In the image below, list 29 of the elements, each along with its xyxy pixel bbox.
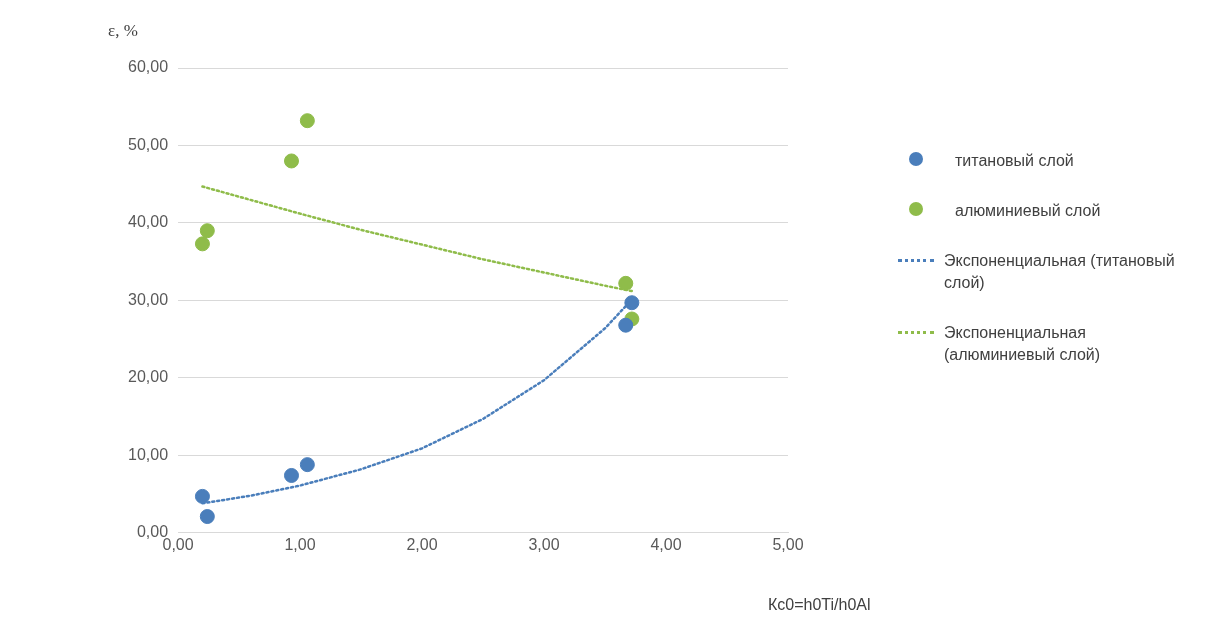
- x-tick-label: 4,00: [650, 535, 682, 553]
- y-tick-label: 60,00: [127, 58, 169, 76]
- point: [618, 275, 634, 291]
- legend-label: Экспоненциальная (алюминиевый слой): [944, 323, 1102, 365]
- legend-label: алюминиевый слой: [955, 201, 1101, 221]
- point: [624, 295, 640, 311]
- x-tick-label: 2,00: [406, 535, 438, 553]
- y-axis-title: ε, %: [108, 20, 138, 40]
- point: [618, 317, 634, 333]
- point: [283, 467, 299, 483]
- point: [199, 223, 215, 239]
- legend-label: титановый слой: [955, 151, 1074, 171]
- y-tick-label: 20,00: [127, 368, 169, 386]
- line-series: [201, 185, 634, 293]
- y-tick-label: 50,00: [127, 135, 169, 153]
- legend-label: Экспоненциальная (титановый слой): [944, 251, 1176, 293]
- y-tick-label: 10,00: [127, 445, 169, 463]
- x-tick-label: 5,00: [772, 535, 804, 553]
- point: [299, 457, 315, 473]
- point: [299, 113, 315, 129]
- point: [194, 236, 210, 252]
- x-axis-title: Кс0=h0Ti/h0Al: [768, 596, 871, 614]
- y-tick-label: 30,00: [127, 290, 169, 308]
- x-tick-label: 3,00: [528, 535, 560, 553]
- x-tick-label: 1,00: [284, 535, 316, 553]
- point: [199, 509, 215, 525]
- y-tick-label: 40,00: [127, 213, 169, 231]
- point: [283, 153, 299, 169]
- point: [194, 488, 210, 504]
